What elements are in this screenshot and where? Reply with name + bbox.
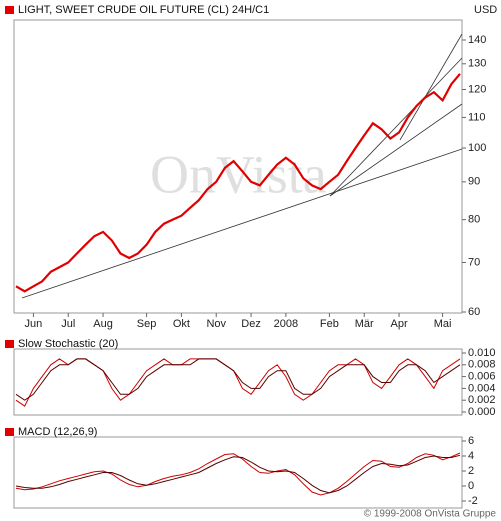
y-tick-label: 2 (468, 465, 474, 477)
x-tick-label: Aug (93, 318, 113, 330)
y-tick-label: 0 (468, 480, 474, 492)
macd-panel (13, 436, 463, 509)
y-tick-label: 6 (468, 435, 474, 447)
x-tick-label: Apr (390, 318, 407, 330)
x-tick-label: Mai (434, 318, 452, 330)
trend-line (329, 57, 463, 197)
legend-swatch (5, 428, 14, 436)
y-tick-label: 0.006 (468, 371, 496, 383)
y-tick-label: 0.004 (468, 382, 496, 394)
x-tick-label: Jul (61, 318, 75, 330)
series-line (15, 454, 461, 494)
y-tick-label: 80 (468, 214, 480, 226)
x-tick-label: Dez (241, 318, 261, 330)
panel-title: MACD (12,26,9) (18, 426, 97, 438)
y-tick-label: 130 (468, 58, 486, 70)
y-tick-label: 0.000 (468, 406, 496, 418)
watermark: OnVista (150, 144, 327, 204)
legend-swatch (5, 6, 14, 14)
x-tick-label: Feb (320, 318, 339, 330)
legend-swatch (5, 340, 14, 348)
trend-line (21, 148, 463, 299)
y-tick-label: 140 (468, 34, 486, 46)
series-line (15, 73, 461, 293)
x-tick-label: Jun (25, 318, 43, 330)
x-tick-label: Sep (137, 318, 157, 330)
chart-title: LIGHT, SWEET CRUDE OIL FUTURE (CL) 24H/C… (18, 4, 269, 16)
x-tick-label: Mär (355, 318, 374, 330)
panel-title: Slow Stochastic (20) (18, 338, 118, 350)
y-tick-label: 100 (468, 142, 486, 154)
y-tick-label: 0.010 (468, 347, 496, 359)
series-line (15, 358, 461, 401)
y-tick-label: 90 (468, 176, 480, 188)
trend-line (329, 103, 463, 197)
y-tick-label: 60 (468, 306, 480, 318)
footer: © 1999-2008 OnVista Gruppe (364, 509, 497, 520)
y-tick-label: 0.002 (468, 394, 496, 406)
y-tick-label: -2 (468, 495, 478, 507)
trend-line (399, 33, 463, 141)
y-tick-label: 120 (468, 83, 486, 95)
x-tick-label: 2008 (274, 318, 298, 330)
x-tick-label: Nov (206, 318, 226, 330)
y-tick-label: 4 (468, 450, 474, 462)
x-tick-label: Okt (173, 318, 190, 330)
y-tick-label: 110 (468, 111, 486, 123)
unit-label: USD (474, 4, 497, 16)
y-tick-label: 0.008 (468, 359, 496, 371)
y-tick-label: 70 (468, 256, 480, 268)
